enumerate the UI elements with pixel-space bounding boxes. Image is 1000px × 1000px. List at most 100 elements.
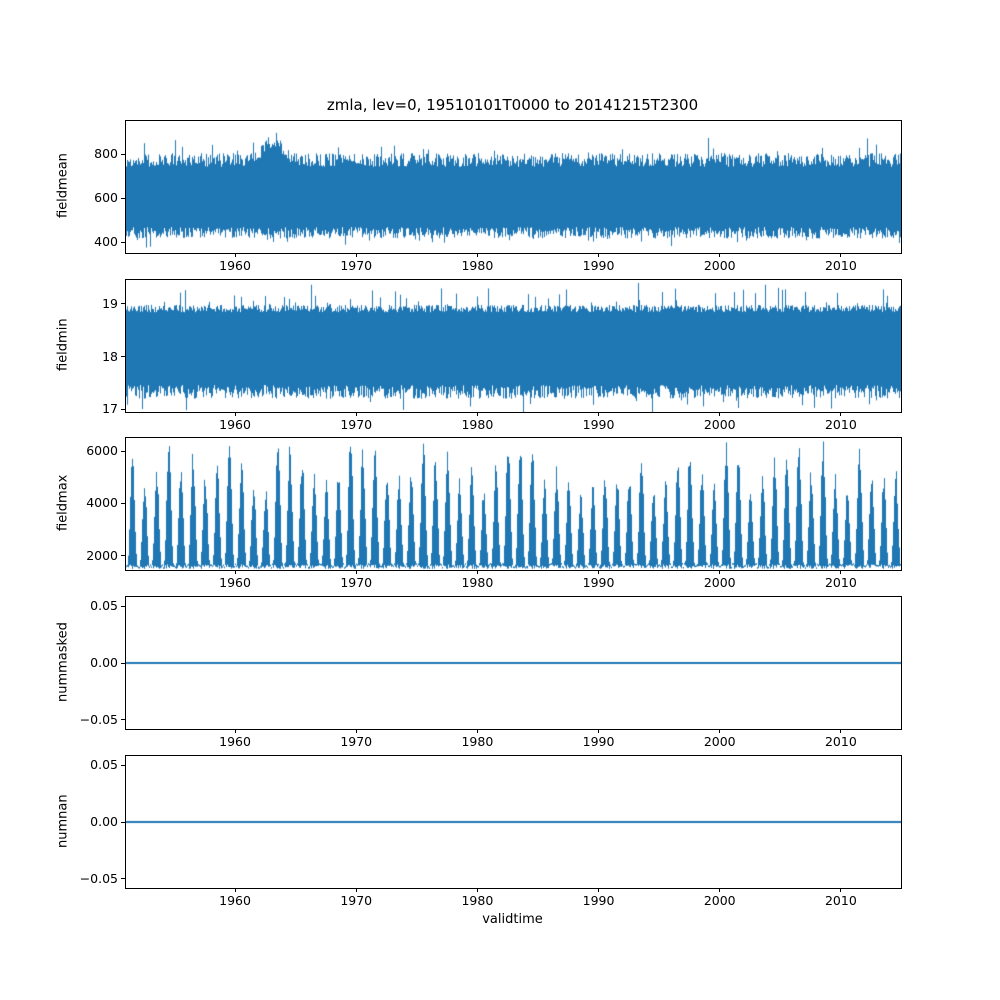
x-tick-mark bbox=[598, 888, 600, 892]
subplot-fieldmax: 2000 4000 6000 1960 1970 1980 1990 2000 2010 bbox=[86, 437, 902, 589]
subplot-numnan: 0.05 0.00 −0.05 1960 1970 1980 1990 2000 2010 bbox=[80, 755, 902, 907]
x-tick-mark bbox=[598, 253, 600, 257]
y-tick-mark bbox=[121, 764, 125, 766]
x-tick-mark bbox=[476, 253, 478, 257]
x-tick-mark bbox=[840, 888, 842, 892]
x-tick-label: 1990 bbox=[582, 417, 615, 432]
x-tick-mark bbox=[840, 412, 842, 416]
y-tick-label: 600 bbox=[94, 189, 118, 205]
subplot-fieldmean: 400 600 800 1960 1970 1980 1990 2000 2010 bbox=[94, 120, 902, 272]
y-tick-label: 0.00 bbox=[90, 813, 118, 829]
y-tick-mark bbox=[121, 662, 125, 664]
y-tick-mark bbox=[121, 605, 125, 607]
y-tick-mark bbox=[121, 408, 125, 410]
x-tick-mark bbox=[719, 253, 721, 257]
x-tick-label: 2010 bbox=[824, 893, 857, 908]
y-tick-mark bbox=[121, 197, 125, 199]
x-tick-label: 1980 bbox=[461, 734, 494, 749]
x-tick-mark bbox=[598, 412, 600, 416]
x-tick-label: 2000 bbox=[703, 734, 736, 749]
x-tick-label: 1970 bbox=[340, 893, 373, 908]
x-tick-mark bbox=[234, 570, 236, 574]
x-tick-label: 2000 bbox=[703, 258, 736, 273]
x-tick-label: 1990 bbox=[582, 575, 615, 590]
y-tick-label: 800 bbox=[94, 145, 118, 161]
y-tick-label: −0.05 bbox=[79, 870, 118, 886]
x-tick-mark bbox=[840, 253, 842, 257]
x-tick-label: 1990 bbox=[582, 258, 615, 273]
plot-canvas-fieldmean bbox=[126, 121, 901, 253]
x-tick-mark bbox=[840, 570, 842, 574]
x-tick-mark bbox=[598, 729, 600, 733]
y-tick-label: 6000 bbox=[86, 442, 118, 458]
plot-canvas-numnan bbox=[126, 756, 901, 888]
xlabel: validtime bbox=[482, 912, 543, 927]
x-tick-mark bbox=[840, 729, 842, 733]
subplot-nummasked: 0.05 0.00 −0.05 1960 1970 1980 1990 2000 2010 bbox=[80, 596, 902, 748]
x-tick-mark bbox=[234, 729, 236, 733]
y-tick-label: 0.05 bbox=[90, 756, 118, 772]
y-tick-label: 18 bbox=[102, 348, 118, 364]
y-tick-mark bbox=[121, 241, 125, 243]
x-tick-mark bbox=[598, 570, 600, 574]
x-tick-label: 2010 bbox=[824, 734, 857, 749]
plot-canvas-nummasked bbox=[126, 597, 901, 729]
y-tick-mark bbox=[121, 502, 125, 504]
figure-title: zmla, lev=0, 19510101T0000 to 20141215T2… bbox=[326, 96, 699, 114]
x-tick-mark bbox=[355, 570, 357, 574]
x-tick-mark bbox=[719, 888, 721, 892]
x-tick-mark bbox=[476, 888, 478, 892]
y-tick-label: 400 bbox=[94, 233, 118, 249]
x-tick-label: 1990 bbox=[582, 734, 615, 749]
y-tick-label: −0.05 bbox=[79, 711, 118, 727]
y-tick-label: 2000 bbox=[86, 547, 118, 563]
y-tick-mark bbox=[121, 450, 125, 452]
x-tick-label: 1970 bbox=[340, 417, 373, 432]
x-tick-label: 1980 bbox=[461, 417, 494, 432]
x-tick-label: 1960 bbox=[219, 575, 251, 590]
ylabel-fieldmax: fieldmax bbox=[55, 474, 71, 532]
x-tick-mark bbox=[355, 729, 357, 733]
ylabel-fieldmin: fieldmin bbox=[55, 318, 71, 372]
x-tick-label: 1970 bbox=[340, 734, 373, 749]
x-tick-label: 1960 bbox=[219, 734, 251, 749]
x-tick-mark bbox=[719, 412, 721, 416]
x-tick-label: 2000 bbox=[703, 417, 736, 432]
y-tick-label: 17 bbox=[102, 401, 118, 417]
x-tick-label: 2010 bbox=[824, 258, 857, 273]
x-tick-mark bbox=[234, 412, 236, 416]
y-tick-mark bbox=[121, 821, 125, 823]
y-tick-mark bbox=[121, 719, 125, 721]
x-tick-mark bbox=[476, 729, 478, 733]
x-tick-mark bbox=[355, 888, 357, 892]
plot-canvas-fieldmin bbox=[126, 280, 901, 412]
y-tick-label: 4000 bbox=[86, 495, 118, 511]
ylabel-fieldmean: fieldmean bbox=[55, 153, 71, 219]
x-tick-label: 1980 bbox=[461, 258, 494, 273]
y-tick-mark bbox=[121, 356, 125, 358]
x-tick-label: 1970 bbox=[340, 575, 373, 590]
ylabel-nummasked: nummasked bbox=[55, 622, 71, 702]
x-tick-mark bbox=[719, 729, 721, 733]
y-tick-label: 0.05 bbox=[90, 597, 118, 613]
x-tick-label: 2010 bbox=[824, 575, 857, 590]
x-tick-mark bbox=[476, 570, 478, 574]
x-tick-label: 1980 bbox=[461, 575, 494, 590]
y-tick-mark bbox=[121, 303, 125, 305]
x-tick-label: 2000 bbox=[703, 575, 736, 590]
y-tick-label: 19 bbox=[102, 295, 118, 311]
x-tick-label: 2000 bbox=[703, 893, 736, 908]
x-tick-mark bbox=[476, 412, 478, 416]
x-tick-mark bbox=[234, 888, 236, 892]
x-tick-label: 1980 bbox=[461, 893, 494, 908]
plot-canvas-fieldmax bbox=[126, 438, 901, 570]
x-tick-label: 1960 bbox=[219, 258, 251, 273]
y-tick-mark bbox=[121, 153, 125, 155]
x-tick-mark bbox=[234, 253, 236, 257]
y-tick-mark bbox=[121, 878, 125, 880]
x-tick-label: 1960 bbox=[219, 893, 251, 908]
x-tick-mark bbox=[355, 253, 357, 257]
x-tick-label: 1990 bbox=[582, 893, 615, 908]
x-tick-label: 1960 bbox=[219, 417, 251, 432]
